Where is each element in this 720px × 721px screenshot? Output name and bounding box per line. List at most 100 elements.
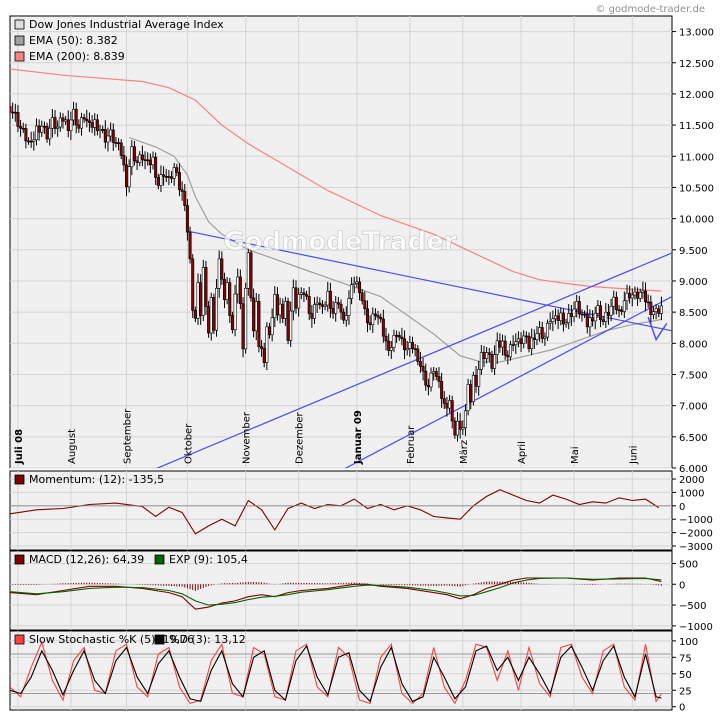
y-tick-label: 10.000 (679, 215, 714, 226)
candle-body (58, 117, 62, 128)
candle-body (448, 400, 452, 409)
candle-body (140, 154, 144, 160)
candle-body (328, 290, 332, 309)
legend-swatch (154, 554, 165, 565)
candle-body (119, 142, 123, 156)
candle-body (106, 135, 110, 143)
candle-body (64, 119, 68, 122)
candle-body (342, 311, 346, 321)
y-tick-label: 0 (679, 703, 685, 714)
legend-swatch (14, 19, 25, 30)
y-tick-label: 9.000 (679, 277, 708, 288)
candle-body (278, 303, 282, 316)
series-line (10, 577, 662, 610)
legend: Slow Stochastic %K (5): 19,76%D (3): 13,… (14, 633, 246, 646)
month-label: April (517, 441, 528, 464)
candle-body (225, 282, 229, 300)
candle-body (495, 340, 499, 355)
candle-body (373, 313, 377, 316)
candle-body (138, 154, 142, 163)
candle-body (249, 252, 253, 299)
y-tick-label: 9.500 (679, 246, 708, 257)
candle-body (24, 128, 28, 142)
candle-body (389, 347, 393, 351)
candle-body (313, 304, 317, 319)
candle-body (636, 291, 640, 299)
candle-body (77, 124, 81, 129)
y-tick-label: 12.500 (679, 59, 714, 70)
candle-body (74, 108, 78, 126)
candle-body (659, 305, 663, 314)
candle-body (262, 348, 266, 363)
candle-body (453, 420, 457, 436)
candle-body (538, 327, 542, 334)
month-label: Januar 09 (353, 410, 364, 465)
candle-body (588, 317, 592, 328)
candle-body (577, 301, 581, 315)
legend-label: EXP (9): 105,4 (169, 553, 248, 566)
y-tick-label: 1000 (679, 488, 704, 499)
candle-body (32, 139, 36, 142)
candle-body (551, 318, 555, 323)
y-tick-label: 6.000 (679, 464, 708, 475)
candle-body (408, 342, 412, 349)
candle-body (257, 301, 261, 347)
candle-body (305, 294, 309, 297)
candle-body (215, 288, 219, 331)
candle-body (122, 155, 126, 166)
candle-body (368, 322, 372, 325)
candle-body (188, 231, 192, 260)
candle-body (220, 258, 224, 280)
candle-body (450, 400, 454, 422)
candle-body (117, 142, 121, 144)
plot-content (10, 640, 662, 705)
y-tick-label: −2000 (679, 529, 713, 540)
candle-body (641, 290, 645, 293)
candle-body (347, 298, 351, 316)
candle-body (606, 312, 610, 316)
candle-body (212, 297, 216, 331)
candle-body (56, 126, 60, 129)
trendline (187, 230, 672, 332)
candle-body (148, 159, 152, 166)
candle-body (410, 342, 414, 349)
candle-body (456, 420, 460, 436)
plot-area (9, 15, 673, 469)
candle-body (514, 341, 518, 345)
candle-body (230, 315, 234, 331)
y-tick-label: −3000 (679, 542, 713, 553)
candle-body (201, 267, 205, 316)
candle-body (85, 118, 89, 122)
candle-body (95, 119, 99, 132)
candle-body (559, 312, 563, 321)
candle-body (164, 176, 168, 178)
candle-body (572, 308, 576, 317)
candle-body (72, 108, 76, 121)
y-tick-label: 7.000 (679, 402, 708, 413)
legend-label: Momentum: (12): -135,5 (29, 473, 164, 486)
ema200-line (10, 68, 662, 292)
candle-body (418, 361, 422, 367)
candle-body (19, 126, 23, 129)
candle-body (154, 156, 158, 178)
y-tick-label: −500 (679, 601, 706, 612)
candle-body (79, 117, 83, 129)
candle-body (217, 258, 221, 289)
candle-body (604, 312, 608, 322)
legend-swatch (14, 474, 25, 485)
month-label: Mai (570, 446, 581, 464)
forecast-arrow (647, 316, 668, 342)
candle-body (426, 384, 430, 388)
candle-body (649, 301, 653, 315)
candle-body (506, 354, 510, 358)
candle-body (625, 292, 629, 302)
series-line (10, 640, 662, 705)
candle-body (170, 176, 174, 179)
candle-body (469, 384, 473, 402)
candle-body (34, 125, 38, 141)
candle-body (185, 205, 189, 233)
candle-body (620, 309, 624, 312)
plot-content (10, 68, 672, 468)
candle-body (69, 119, 73, 132)
ema50-line (129, 137, 662, 363)
